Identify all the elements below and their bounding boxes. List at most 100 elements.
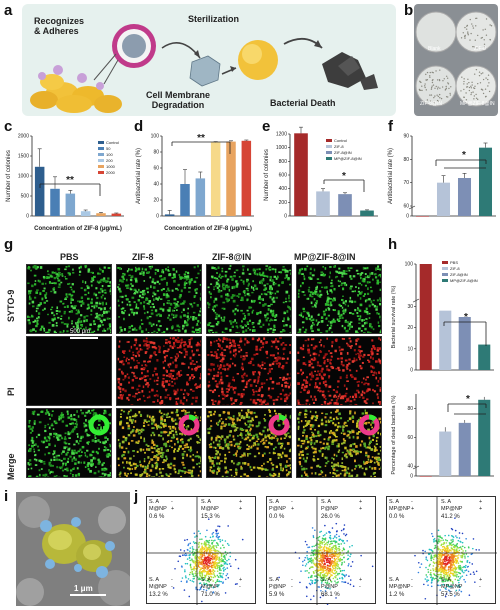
legend-swatch [98,159,104,162]
y-tick-label: 200 [279,200,288,206]
colony-dot [465,35,466,36]
y-tick-label: 400 [279,186,288,192]
colony-dot [473,27,474,28]
colony-dot [430,72,431,73]
bar [458,178,471,216]
colony-dot [469,87,470,88]
fluor-image-r1-c0 [26,336,112,406]
legend-swatch [442,261,448,264]
colony-dot [441,98,442,99]
sem-image [16,492,130,606]
fluor-image-drawing [207,265,292,334]
colony-dot [489,91,490,92]
colony-dot [464,37,465,38]
flow-quadrant-label: + [291,506,294,512]
y-tick-label: 0 [156,214,159,220]
panel-label-g: g [4,236,13,253]
colony-dot [467,83,468,84]
row-header-pi: PI [6,387,16,396]
colony-dot [434,95,435,96]
colony-dot [472,91,473,92]
bar [420,476,432,477]
colony-dot [464,27,465,28]
colony-dot [461,77,462,78]
colony-dot [476,98,477,99]
legend-label: 200 [106,158,113,163]
flow-quadrant-label: - [291,499,293,505]
flow-quadrant-label: S. A [321,499,331,505]
legend-label: 1000 [106,164,116,169]
flow-quadrant-label: P@NP [269,584,286,590]
y-tick-label: 60 [403,204,409,210]
colony-dot [421,90,422,91]
colony-dot [486,18,487,19]
colony-dot [426,89,427,90]
legend-swatch [98,165,104,168]
fluorescence-grid [26,264,384,484]
y-axis-label: Percentage of dead bacteria (%) [391,395,397,474]
y-tick-label: 0 [284,214,287,220]
colony-dot [424,87,425,88]
flow-quadrant-label: M@NP [149,506,167,512]
colony-dot [485,88,486,89]
col-header-pbs: PBS [60,252,79,262]
legend-label: Control [334,138,347,143]
schematic-panel: a [0,0,398,118]
colony-dot [475,25,476,26]
legend-swatch [442,279,448,282]
bar [96,213,106,216]
flow-quadrant-label: M@NP [149,584,167,590]
bar [459,317,471,370]
colony-dot [427,79,428,80]
bar [439,311,451,370]
colony-dot [424,83,425,84]
flow-quadrant-label: - [359,584,361,590]
fluor-image-drawing [27,409,112,478]
colony-dot [468,82,469,83]
bar [478,400,490,476]
legend-label: 50 [106,146,111,151]
fluor-image-drawing [297,409,382,478]
bar [439,432,451,476]
colony-dot [475,94,476,95]
legend-label: ZIF-8 [450,266,460,271]
y-tick-label: 1500 [18,154,29,160]
y-tick-label: 100 [151,134,160,140]
colony-dot [463,83,464,84]
y-tick-label: 500 [21,194,30,200]
colony-dot [424,85,425,86]
bar [338,194,352,216]
legend-label: Control [106,140,119,145]
y-tick-label: 600 [279,173,288,179]
colony-dot [463,89,464,90]
flow-quadrant-label: MP@NP [389,506,410,512]
flow-quadrant-label: - [171,577,173,583]
percentage-ring-segment [189,417,195,420]
colony-dot [486,35,487,36]
flow-quadrant-label: + [479,499,482,505]
colony-dot [444,78,445,79]
colony-dot [449,93,450,94]
col-header-zif8in: ZIF-8@IN [212,252,251,262]
bar [112,214,122,216]
colony-dot [431,89,432,90]
colony-dot [482,29,483,30]
legend-swatch [326,139,332,142]
colony-dot [446,88,447,89]
flow-plot-2: S. A-P@NP+0.0 %S. A+P@NP+26.0 %S. A-P@NP… [266,496,376,604]
colony-dot [467,31,468,32]
colony-dot [485,96,486,97]
flow-quadrant-label: S. A [441,577,451,583]
legend-swatch [98,153,104,156]
bar [242,141,252,216]
flow-quadrant-label: 26.0 % [321,514,340,520]
colony-dot [470,94,471,95]
flow-quadrant-label: + [359,499,362,505]
fluor-image-drawing [297,265,382,334]
colony-dot [439,94,440,95]
